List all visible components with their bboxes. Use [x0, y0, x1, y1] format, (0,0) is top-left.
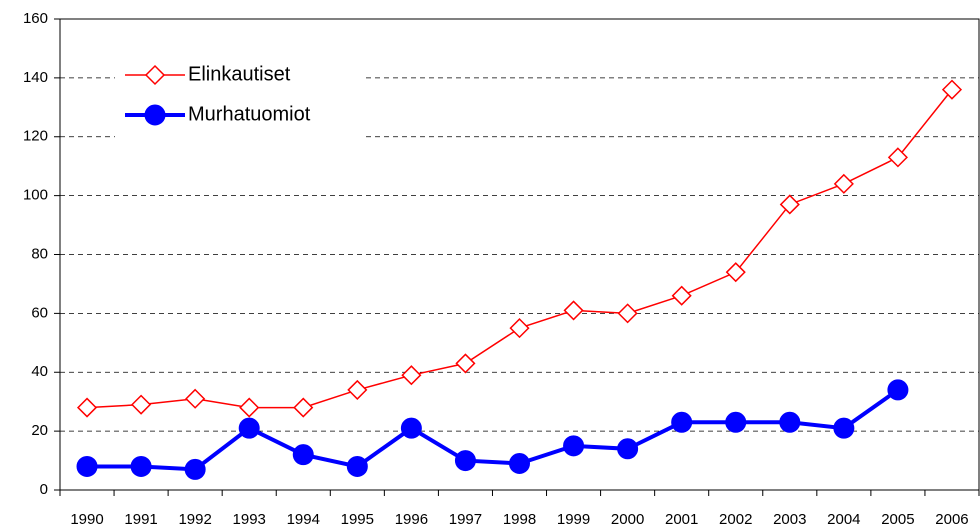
- x-tick-label: 1999: [557, 511, 590, 528]
- data-point: [617, 303, 638, 324]
- legend-text: Elinkautiset: [188, 63, 291, 85]
- x-tick-label: 1991: [124, 511, 157, 528]
- y-tick-label: 0: [40, 481, 48, 498]
- y-tick-label: 120: [23, 128, 48, 145]
- x-tick-label: 2003: [773, 511, 806, 528]
- data-point: [184, 458, 206, 480]
- data-point: [76, 455, 98, 477]
- data-point: [400, 417, 422, 439]
- data-point: [563, 300, 584, 321]
- x-tick-label: 2006: [935, 511, 968, 528]
- data-point: [563, 435, 585, 457]
- data-point: [130, 455, 152, 477]
- data-point: [239, 397, 260, 418]
- data-point: [725, 411, 747, 433]
- data-point: [346, 455, 368, 477]
- legend-marker: [144, 64, 166, 86]
- x-tick-label: 1993: [233, 511, 266, 528]
- x-tick-label: 1994: [287, 511, 320, 528]
- y-tick-label: 80: [31, 245, 48, 262]
- legend-text: Murhatuomiot: [188, 103, 311, 125]
- plot-frame: [59, 18, 980, 491]
- x-tick-label: 2000: [611, 511, 644, 528]
- data-point: [131, 394, 152, 415]
- x-tick-label: 2001: [665, 511, 698, 528]
- legend-marker: [144, 104, 166, 126]
- x-tick-label: 1990: [70, 511, 103, 528]
- data-point: [455, 353, 476, 374]
- y-tick-label: 20: [31, 422, 48, 439]
- data-point: [671, 285, 692, 306]
- x-tick-label: 1992: [178, 511, 211, 528]
- x-tick-label: 1996: [395, 511, 428, 528]
- y-tick-label: 60: [31, 304, 48, 321]
- data-point: [779, 194, 800, 215]
- data-point: [671, 411, 693, 433]
- x-tick-label: 2004: [827, 511, 860, 528]
- data-point: [617, 438, 639, 460]
- data-point: [941, 79, 963, 100]
- data-point: [185, 388, 206, 409]
- y-tick-label: 160: [23, 10, 48, 27]
- x-tick-label: 1998: [503, 511, 536, 528]
- x-tick-label: 2005: [881, 511, 914, 528]
- data-point: [401, 365, 422, 386]
- y-tick-label: 100: [23, 187, 48, 204]
- data-point: [833, 173, 854, 194]
- x-tick-label: 2002: [719, 511, 752, 528]
- series-line: [87, 388, 900, 472]
- data-point: [292, 444, 314, 466]
- y-tick-label: 140: [23, 69, 48, 86]
- data-point: [347, 379, 368, 400]
- data-point: [293, 397, 314, 418]
- data-point: [454, 450, 476, 472]
- x-tick-label: 1997: [449, 511, 482, 528]
- data-point: [76, 397, 98, 418]
- data-point: [887, 379, 909, 401]
- data-point: [833, 417, 855, 439]
- data-point: [725, 262, 746, 283]
- data-point: [887, 147, 908, 168]
- y-tick-label: 40: [31, 363, 48, 380]
- data-point: [509, 318, 530, 339]
- data-point: [509, 453, 530, 475]
- x-tick-label: 1995: [341, 511, 374, 528]
- data-point: [779, 411, 801, 433]
- data-point: [238, 417, 260, 439]
